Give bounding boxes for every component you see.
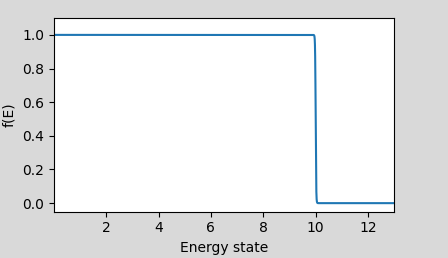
X-axis label: Energy state: Energy state (180, 241, 268, 255)
Y-axis label: f(E): f(E) (3, 102, 17, 127)
